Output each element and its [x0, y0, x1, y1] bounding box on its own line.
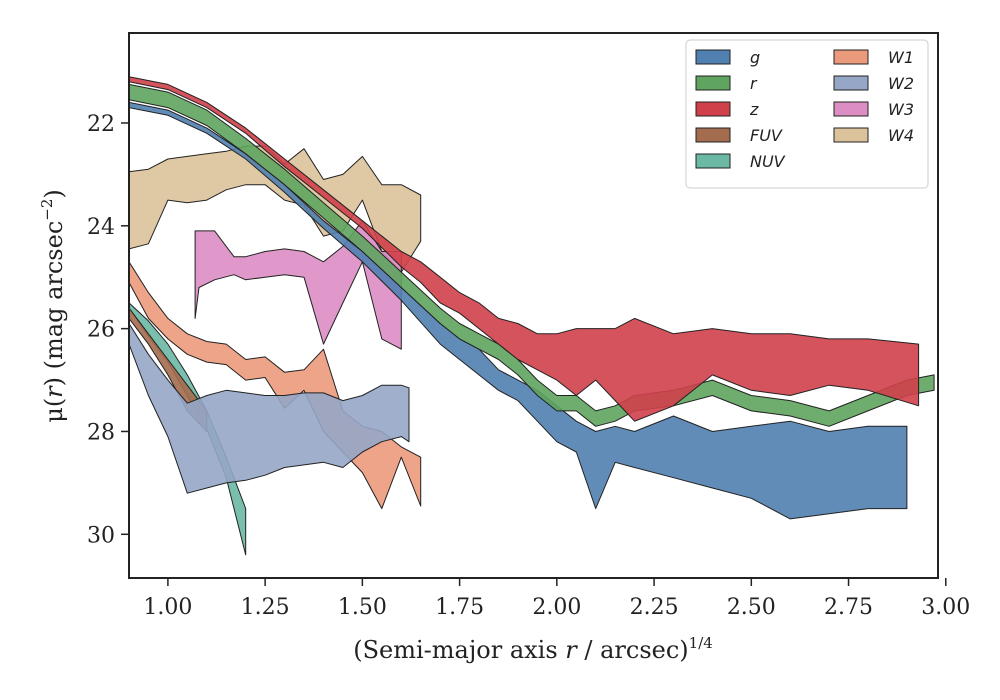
x-axis-label: (Semi-major axis r / arcsec)1/4​ — [353, 634, 713, 664]
legend-swatch-r — [695, 75, 731, 91]
y-axis-label: μ(r) (mag arcsec−2​) — [38, 189, 68, 423]
legend-swatch-NUV — [695, 153, 731, 169]
legend-swatch-W3 — [833, 101, 869, 117]
axis-label-text: ) (mag arcsec — [40, 221, 68, 387]
legend-label-FUV: FUV — [750, 126, 783, 145]
x-tick-label: 2.25 — [630, 595, 679, 620]
x-tick-label: 2.00 — [532, 595, 581, 620]
axis-label-text: ) — [40, 189, 68, 198]
legend-swatch-W2 — [833, 75, 869, 91]
x-tick-label: 1.75 — [435, 595, 484, 620]
legend-swatch-W1 — [833, 49, 869, 65]
legend-swatch-g — [695, 49, 731, 65]
x-tick-label: 2.50 — [727, 595, 776, 620]
legend-swatch-z — [695, 101, 731, 117]
y-axis: 22 24 26 28 30 — [87, 112, 129, 548]
legend-label-r: r — [750, 74, 758, 93]
legend-label-W3: W3 — [888, 100, 914, 119]
band-z — [129, 76, 920, 422]
x-tick-label: 1.25 — [241, 595, 290, 620]
y-tick-label: 26 — [87, 318, 115, 343]
axis-label-superscript: −2 — [38, 199, 56, 221]
axis-label-variable: r — [40, 385, 68, 398]
legend-label-g: g — [750, 48, 760, 67]
x-tick-label: 2.75 — [824, 595, 873, 620]
axis-label-text: (Semi-major axis — [353, 636, 565, 664]
band-W3 — [194, 220, 402, 350]
y-tick-label: 22 — [87, 112, 115, 137]
legend-label-NUV: NUV — [750, 152, 786, 171]
x-tick-label: 1.50 — [338, 595, 387, 620]
legend-label-W2: W2 — [888, 74, 914, 93]
y-tick-label: 24 — [87, 215, 115, 240]
legend-swatch-W4 — [833, 127, 869, 143]
legend-swatch-FUV — [695, 127, 731, 143]
band-r — [129, 83, 935, 427]
legend-label-W4: W4 — [888, 126, 914, 145]
legend: grz FUV NUV W1 W2 W3 W4 — [685, 39, 929, 189]
y-tick-label: 28 — [87, 420, 115, 445]
band-W2 — [129, 323, 410, 494]
axis-label-superscript: 1/4 — [689, 634, 713, 652]
axis-label-text: / arcsec) — [577, 636, 689, 664]
legend-label-W1: W1 — [888, 48, 914, 67]
x-tick-label: 3.00 — [921, 595, 970, 620]
legend-label-z: z — [749, 100, 759, 119]
x-axis: 1.00 1.25 1.50 1.75 2.00 2.25 2.50 2.75 3.00 — [143, 578, 970, 620]
y-tick-label: 30 — [87, 523, 115, 548]
axis-label-text: μ( — [40, 398, 68, 423]
x-tick-label: 1.00 — [143, 595, 192, 620]
axis-label-variable: r — [565, 636, 578, 664]
band-layer — [129, 76, 935, 556]
plot-frame — [128, 32, 939, 579]
